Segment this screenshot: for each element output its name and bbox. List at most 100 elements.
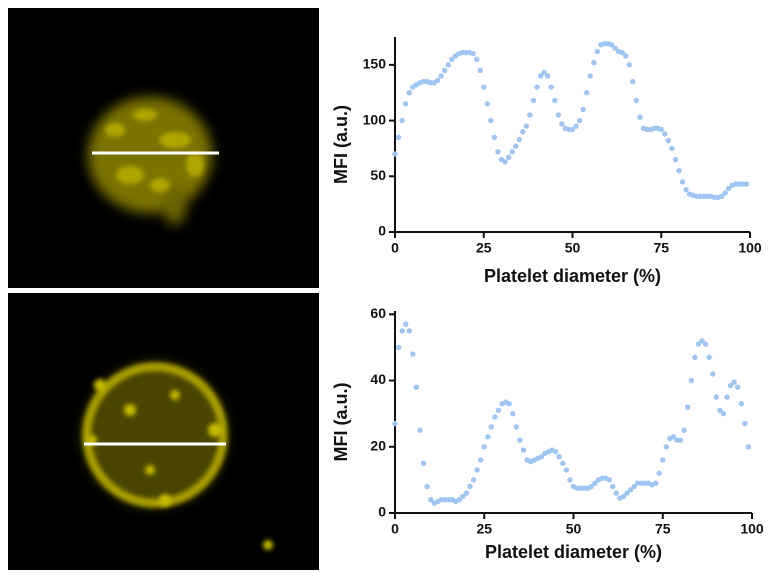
data-point <box>677 437 684 443</box>
data-point <box>652 480 659 486</box>
y-tick-label: 40 <box>370 371 386 387</box>
data-point <box>702 341 709 347</box>
data-point <box>556 454 562 460</box>
y-tick-label: 150 <box>363 56 387 72</box>
x-tick-label: 25 <box>476 521 492 537</box>
data-point <box>484 101 490 107</box>
data-point <box>624 490 630 496</box>
data-point <box>428 497 434 503</box>
y-tick-label: 0 <box>378 223 386 239</box>
data-point <box>610 483 616 490</box>
data-point <box>470 477 477 483</box>
data-point <box>456 497 462 503</box>
data-point <box>395 344 402 351</box>
data-point <box>488 117 494 124</box>
data-point <box>523 123 530 129</box>
data-point <box>559 121 565 127</box>
data-point <box>612 45 618 51</box>
data-point <box>731 379 737 385</box>
y-tick-label: 100 <box>363 111 387 127</box>
data-point <box>506 401 512 407</box>
data-point <box>552 449 559 455</box>
x-tick-label: 100 <box>738 240 762 256</box>
data-point <box>470 51 476 57</box>
data-point <box>676 168 682 174</box>
data-point <box>474 467 480 473</box>
data-point <box>592 480 598 486</box>
data-point <box>620 493 627 500</box>
data-point <box>587 73 593 79</box>
data-point <box>658 126 664 133</box>
data-point <box>505 154 512 161</box>
data-point <box>548 84 554 90</box>
data-point <box>488 424 495 430</box>
data-point <box>718 193 725 200</box>
y-tick-label: 20 <box>370 437 386 453</box>
data-point <box>681 427 687 433</box>
data-point <box>672 156 679 163</box>
data-point <box>463 490 470 496</box>
x-tick-label: 100 <box>740 521 764 537</box>
data-point <box>726 185 732 192</box>
data-point <box>742 420 748 427</box>
data-point <box>552 97 558 104</box>
data-point <box>555 112 561 118</box>
y-axis-label: MFI (a.u.) <box>331 105 351 184</box>
data-point <box>722 190 728 196</box>
data-point <box>473 56 480 62</box>
data-point <box>688 377 695 384</box>
data-point <box>544 73 551 79</box>
data-point <box>403 321 409 327</box>
data-point <box>627 487 634 493</box>
data-point <box>631 483 637 490</box>
data-point <box>724 394 730 400</box>
y-tick-label: 50 <box>370 167 386 183</box>
data-point <box>481 84 487 90</box>
data-point <box>502 159 508 165</box>
data-point <box>520 129 526 135</box>
data-point <box>481 444 487 450</box>
data-point <box>637 114 643 120</box>
data-point <box>613 490 620 496</box>
data-point <box>492 414 498 420</box>
x-tick-label: 50 <box>565 240 581 256</box>
data-point <box>413 384 420 390</box>
data-point <box>395 134 402 140</box>
data-point <box>538 454 545 460</box>
data-point <box>670 434 677 440</box>
data-point <box>727 382 734 389</box>
data-point <box>606 477 612 483</box>
data-point <box>663 444 670 450</box>
data-point <box>445 62 451 68</box>
data-point <box>743 181 750 187</box>
data-point <box>560 460 566 467</box>
data-point <box>567 477 573 483</box>
data-point <box>467 483 473 490</box>
data-point <box>541 69 547 76</box>
data-point <box>417 427 423 433</box>
data-point <box>392 420 398 427</box>
data-point <box>665 137 672 144</box>
data-point <box>656 470 662 476</box>
data-point <box>692 354 698 361</box>
data-point <box>669 145 675 152</box>
data-point <box>563 467 570 473</box>
micrograph-top <box>8 8 319 288</box>
data-point <box>402 101 409 107</box>
data-point <box>591 59 597 66</box>
micrograph-bottom <box>8 293 319 570</box>
data-point <box>745 444 752 450</box>
x-tick-label: 50 <box>566 521 582 537</box>
data-point <box>510 410 516 417</box>
x-tick-label: 75 <box>655 521 671 537</box>
data-point <box>449 56 455 62</box>
data-point <box>699 338 705 344</box>
data-point <box>420 460 427 467</box>
data-point <box>679 179 686 185</box>
data-point <box>509 149 515 155</box>
data-point <box>710 371 716 377</box>
x-tick-label: 0 <box>391 521 399 537</box>
data-point <box>516 136 522 143</box>
